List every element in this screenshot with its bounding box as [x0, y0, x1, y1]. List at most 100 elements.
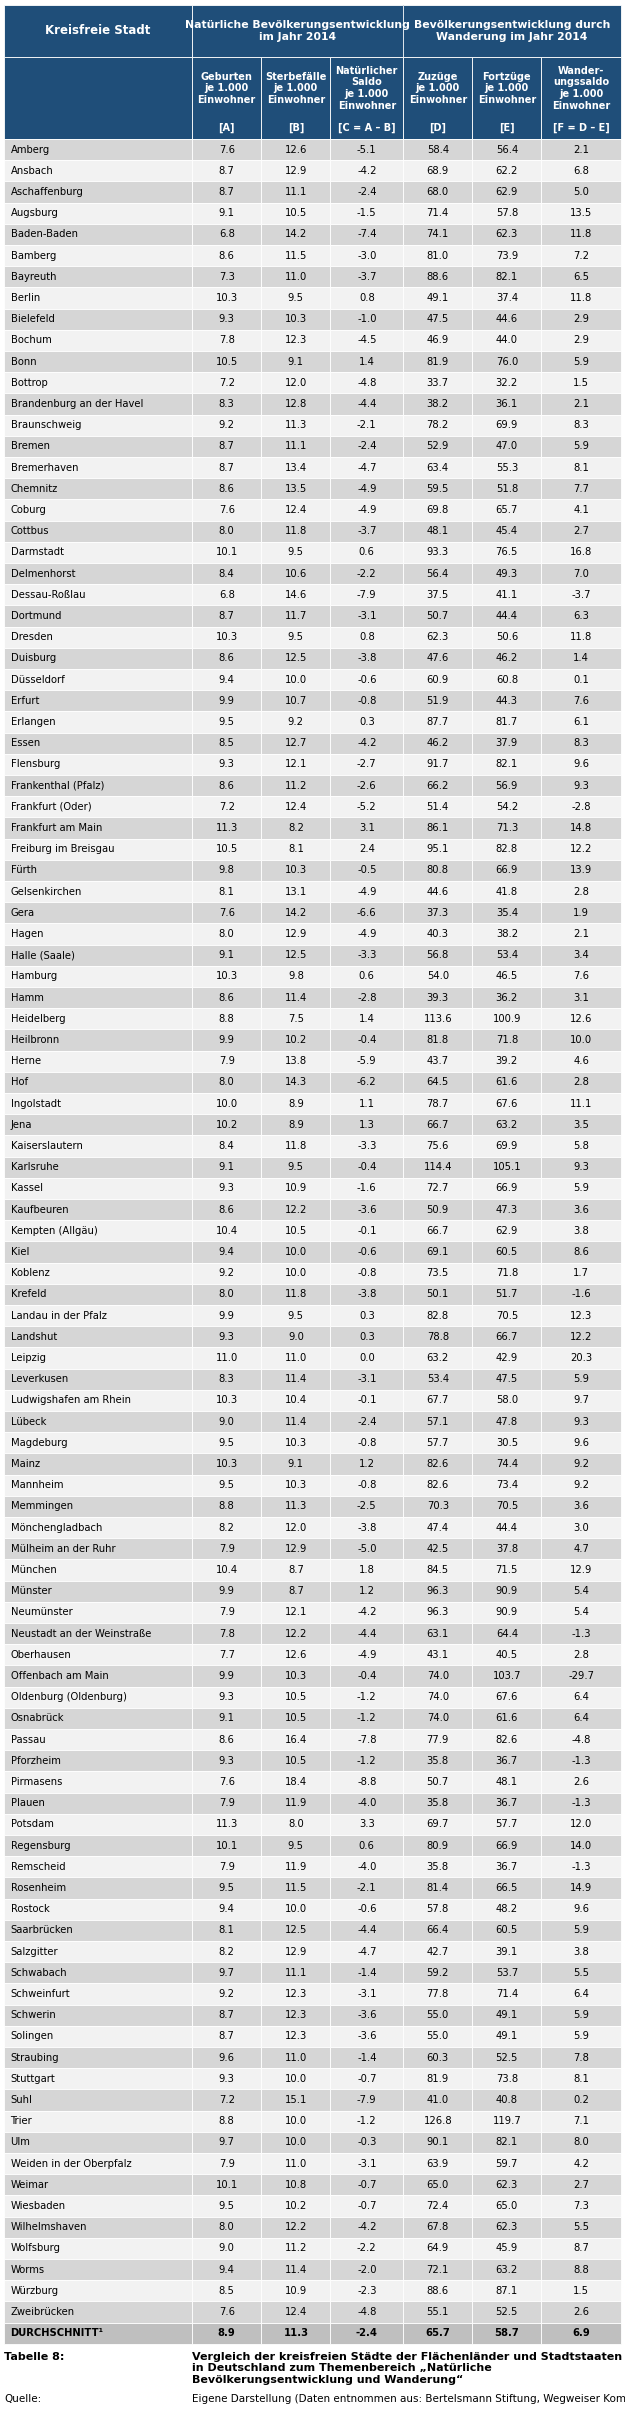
Text: -4.9: -4.9 — [357, 484, 376, 494]
Bar — [472, 287, 541, 309]
Bar — [403, 1284, 472, 1306]
Text: 57.8: 57.8 — [427, 1904, 449, 1914]
Bar — [261, 1496, 331, 1518]
Text: 9.8: 9.8 — [288, 970, 304, 983]
Bar — [4, 1158, 192, 1177]
Bar — [331, 2067, 403, 2089]
Bar — [472, 2111, 541, 2133]
Bar — [192, 795, 261, 817]
Text: 65.7: 65.7 — [426, 2327, 450, 2337]
Text: 4.1: 4.1 — [573, 506, 589, 516]
Bar — [261, 669, 331, 691]
Text: 39.2: 39.2 — [496, 1055, 518, 1065]
Bar — [192, 457, 261, 479]
Text: -0.8: -0.8 — [357, 1437, 376, 1447]
Bar — [403, 2301, 472, 2323]
Text: 10.1: 10.1 — [216, 2179, 238, 2189]
Bar — [331, 839, 403, 861]
Text: 35.8: 35.8 — [427, 1756, 449, 1766]
Text: Hamburg: Hamburg — [11, 970, 57, 983]
Text: 4.2: 4.2 — [573, 2160, 589, 2169]
Text: 52.5: 52.5 — [496, 2053, 518, 2062]
Bar — [4, 2174, 192, 2196]
Bar — [403, 2323, 472, 2344]
Text: 15.1: 15.1 — [284, 2094, 307, 2106]
Text: 50.1: 50.1 — [427, 1289, 449, 1299]
Text: 7.7: 7.7 — [219, 1649, 235, 1659]
Text: 5.5: 5.5 — [573, 2223, 589, 2233]
Bar — [192, 309, 261, 331]
Text: 69.9: 69.9 — [496, 421, 518, 430]
Bar — [403, 1919, 472, 1941]
Bar — [472, 627, 541, 647]
Bar — [472, 713, 541, 732]
Bar — [331, 1688, 403, 1707]
Text: 69.7: 69.7 — [427, 1819, 449, 1829]
Bar — [192, 1306, 261, 1325]
Bar — [261, 1411, 331, 1432]
Bar — [403, 1199, 472, 1221]
Bar — [4, 562, 192, 584]
Text: 72.7: 72.7 — [427, 1184, 449, 1194]
Text: 0.3: 0.3 — [359, 1311, 374, 1321]
Bar — [192, 1240, 261, 1262]
Bar — [541, 246, 621, 265]
Bar — [331, 1114, 403, 1136]
Bar — [472, 1199, 541, 1221]
Text: -0.4: -0.4 — [357, 1671, 376, 1681]
Bar — [261, 1284, 331, 1306]
Text: 46.9: 46.9 — [427, 336, 449, 345]
Text: 12.3: 12.3 — [285, 2011, 307, 2021]
Text: -1.2: -1.2 — [357, 1715, 377, 1724]
Text: Pforzheim: Pforzheim — [11, 1756, 61, 1766]
Text: 61.6: 61.6 — [496, 1077, 518, 1087]
Bar — [403, 1496, 472, 1518]
Text: Potsdam: Potsdam — [11, 1819, 53, 1829]
Bar — [331, 1454, 403, 1474]
Text: 7.5: 7.5 — [288, 1014, 304, 1024]
Text: 7.6: 7.6 — [219, 143, 235, 156]
Text: -2.8: -2.8 — [357, 992, 376, 1002]
Bar — [472, 1919, 541, 1941]
Bar — [331, 817, 403, 839]
Text: Quelle:: Quelle: — [4, 2393, 41, 2403]
Bar — [541, 350, 621, 372]
Text: 9.6: 9.6 — [219, 2053, 235, 2062]
Bar — [403, 309, 472, 331]
Bar — [472, 2301, 541, 2323]
Bar — [261, 542, 331, 562]
Text: 12.3: 12.3 — [285, 2031, 307, 2040]
Bar — [472, 1878, 541, 1899]
Text: 8.7: 8.7 — [288, 1566, 304, 1576]
Bar — [261, 182, 331, 202]
Bar — [331, 1347, 403, 1369]
Text: -3.3: -3.3 — [357, 1141, 376, 1150]
Bar — [261, 479, 331, 499]
Bar — [4, 944, 192, 966]
Bar — [541, 669, 621, 691]
Bar — [472, 1622, 541, 1644]
Bar — [472, 1158, 541, 1177]
Bar — [331, 795, 403, 817]
Bar — [472, 1941, 541, 1963]
Bar — [403, 161, 472, 182]
Text: Kaufbeuren: Kaufbeuren — [11, 1204, 68, 1214]
Text: Regensburg: Regensburg — [11, 1841, 70, 1851]
Bar — [261, 1751, 331, 1770]
Text: 8.6: 8.6 — [219, 250, 234, 260]
Text: 11.3: 11.3 — [283, 2327, 308, 2337]
Bar — [192, 1770, 261, 1792]
Text: 39.1: 39.1 — [496, 1946, 518, 1958]
Text: 4.7: 4.7 — [573, 1544, 589, 1554]
Bar — [192, 2067, 261, 2089]
Text: 53.4: 53.4 — [496, 951, 518, 961]
Text: 90.9: 90.9 — [496, 1608, 518, 1617]
Text: Ulm: Ulm — [11, 2138, 31, 2147]
Bar — [331, 394, 403, 413]
Text: -0.1: -0.1 — [357, 1226, 376, 1235]
Text: 8.3: 8.3 — [219, 1374, 234, 1384]
Bar — [403, 1729, 472, 1751]
Text: 6.4: 6.4 — [573, 1693, 589, 1702]
Bar — [4, 350, 192, 372]
Bar — [331, 584, 403, 606]
